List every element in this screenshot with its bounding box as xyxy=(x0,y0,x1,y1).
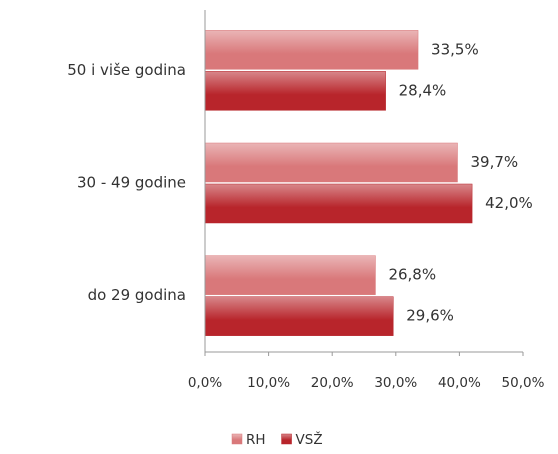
value-label: 29,6% xyxy=(406,307,454,325)
category-label: 30 - 49 godine xyxy=(77,174,186,192)
x-tick-label: 10,0% xyxy=(247,375,290,391)
legend-swatch xyxy=(281,433,292,445)
value-label: 42,0% xyxy=(485,194,533,212)
x-tick-label: 20,0% xyxy=(311,375,354,391)
legend-label: VSŽ xyxy=(296,430,323,448)
category-label: do 29 godina xyxy=(88,286,186,304)
value-label: 26,8% xyxy=(388,266,436,284)
x-tick-label: 40,0% xyxy=(438,375,481,391)
bar xyxy=(204,183,473,224)
x-tick-label: 30,0% xyxy=(374,375,417,391)
x-tick-label: 50,0% xyxy=(502,375,545,391)
bar xyxy=(204,142,458,183)
category-label: 50 i više godina xyxy=(67,61,186,79)
value-label: 33,5% xyxy=(431,40,479,58)
legend-label: RH xyxy=(246,432,266,448)
bar xyxy=(204,71,386,111)
bar xyxy=(204,30,419,70)
legend-swatch xyxy=(231,433,243,445)
bar xyxy=(204,255,376,295)
value-label: 28,4% xyxy=(399,81,447,99)
x-tick-label: 0,0% xyxy=(188,375,222,391)
value-label: 39,7% xyxy=(470,153,518,171)
bar xyxy=(204,296,394,336)
